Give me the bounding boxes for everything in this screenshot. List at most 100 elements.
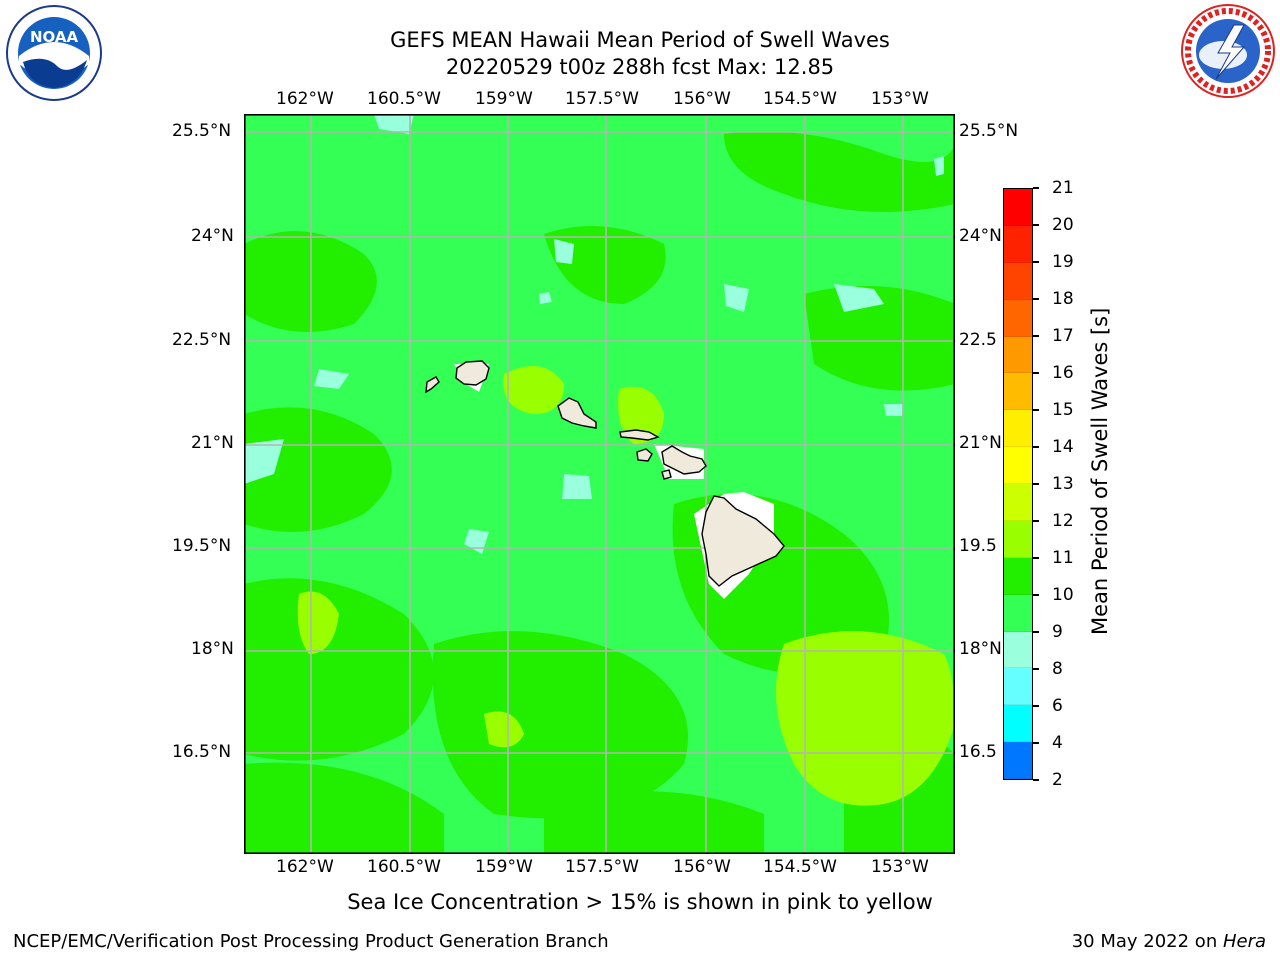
colorbar-ticks: 21 20 19 18 17 16 15 14 13 12 11 10 9 8 6 4 2 — [1033, 178, 1083, 790]
colorbar-tick-label: 9 — [1052, 622, 1063, 642]
colorbar-tick-mark — [1033, 668, 1039, 670]
colorbar-tick-mark — [1033, 446, 1039, 448]
lat-tick-left: 16.5°N — [172, 742, 232, 762]
footer-credit: NCEP/EMC/Verification Post Processing Pr… — [13, 931, 609, 952]
lon-tick-bottom: 159°W — [475, 857, 533, 877]
colorbar-tick-mark — [1033, 631, 1039, 633]
lat-tick-left: 25.5°N — [172, 121, 232, 141]
lon-tick-bottom: 154.5°W — [763, 857, 837, 877]
island-molokai — [619, 429, 660, 441]
map-panel — [244, 114, 955, 854]
colorbar-tick-label: 10 — [1052, 585, 1074, 605]
island-kauai — [455, 360, 490, 386]
colorbar-swatch — [1004, 484, 1032, 521]
lon-tick-top: 162°W — [276, 89, 334, 109]
footer-host: Hera — [1222, 931, 1266, 952]
island-niihau — [425, 376, 440, 394]
colorbar-swatch — [1004, 299, 1032, 337]
map-border — [244, 114, 955, 854]
colorbar-swatch — [1004, 373, 1032, 411]
colorbar-tick-mark — [1033, 705, 1039, 707]
colorbar-tick-label: 12 — [1052, 511, 1074, 531]
map-grid — [244, 114, 955, 854]
colorbar-tick-label: 2 — [1052, 770, 1063, 790]
colorbar-tick-label: 21 — [1052, 178, 1074, 198]
lon-tick-bottom: 156°W — [673, 857, 731, 877]
lon-tick-bottom: 157.5°W — [565, 857, 639, 877]
colorbar-swatch — [1004, 557, 1032, 595]
lon-tick-bottom: 162°W — [276, 857, 334, 877]
island-kahoolawe — [661, 469, 672, 480]
footer-date-text: 30 May 2022 on — [1071, 931, 1223, 952]
colorbar-tick-mark — [1033, 742, 1039, 744]
lat-tick-left: 18°N — [191, 639, 234, 659]
lat-tick-left: 19.5°N — [172, 536, 232, 556]
island-hawaii — [701, 495, 785, 587]
colorbar-label: Mean Period of Swell Waves [s] — [1088, 307, 1112, 635]
colorbar-tick-mark — [1033, 261, 1039, 263]
swell-period-map — [244, 114, 955, 854]
national-weather-service-logo — [1181, 4, 1275, 98]
lat-tick-left: 24°N — [191, 226, 234, 246]
island-maui — [661, 445, 707, 475]
colorbar-tick-label: 4 — [1052, 733, 1063, 753]
colorbar-tick-mark — [1033, 594, 1039, 596]
colorbar-tick-mark — [1033, 224, 1039, 226]
colorbar-tick-label: 16 — [1052, 363, 1074, 383]
lon-tick-bottom: 160.5°W — [367, 857, 441, 877]
colorbar-tick-label: 6 — [1052, 696, 1063, 716]
colorbar-swatch — [1004, 705, 1032, 743]
lat-tick-left: 21°N — [191, 433, 234, 453]
footer-date: 30 May 2022 on Hera — [1072, 931, 1266, 952]
period-9-10-regions — [244, 114, 944, 554]
colorbar-tick-mark — [1033, 779, 1039, 781]
colorbar-tick-mark — [1033, 557, 1039, 559]
noaa-logo: NOAA — [6, 5, 102, 101]
lon-tick-top: 157.5°W — [565, 89, 639, 109]
colorbar-swatch — [1004, 594, 1032, 632]
colorbar — [1003, 188, 1033, 780]
lon-tick-top: 153°W — [871, 89, 929, 109]
lat-tick-right: 16.5 — [959, 742, 997, 762]
colorbar-swatch — [1004, 742, 1032, 779]
lat-tick-right: 22.5 — [959, 330, 997, 350]
lon-tick-top: 160.5°W — [367, 89, 441, 109]
hawaiian-islands — [425, 360, 785, 587]
colorbar-tick-label: 18 — [1052, 289, 1074, 309]
colorbar-tick-label: 13 — [1052, 474, 1074, 494]
lat-tick-right: 18°N — [959, 639, 1002, 659]
island-lanai — [636, 448, 653, 462]
lon-tick-top: 159°W — [475, 89, 533, 109]
map-subtitle: 20220529 t00z 288h fcst Max: 12.85 — [445, 55, 835, 79]
colorbar-swatch — [1004, 410, 1032, 448]
colorbar-tick-label: 11 — [1052, 548, 1074, 568]
colorbar-tick-label: 17 — [1052, 326, 1074, 346]
colorbar-swatch — [1004, 447, 1032, 484]
colorbar-swatch — [1004, 668, 1032, 706]
colorbar-tick-mark — [1033, 409, 1039, 411]
svg-text:NOAA: NOAA — [30, 28, 79, 46]
lat-tick-right: 25.5°N — [959, 121, 1019, 141]
map-title: GEFS MEAN Hawaii Mean Period of Swell Wa… — [390, 28, 890, 52]
lon-tick-bottom: 153°W — [871, 857, 929, 877]
lat-tick-right: 19.5 — [959, 536, 997, 556]
colorbar-tick-label: 15 — [1052, 400, 1074, 420]
colorbar-tick-mark — [1033, 187, 1039, 189]
colorbar-tick-label: 19 — [1052, 252, 1074, 272]
colorbar-swatch — [1004, 520, 1032, 558]
colorbar-tick-mark — [1033, 520, 1039, 522]
lat-tick-right: 24°N — [959, 226, 1002, 246]
colorbar-tick-label: 8 — [1052, 659, 1063, 679]
colorbar-swatch — [1004, 189, 1032, 226]
colorbar-swatch — [1004, 336, 1032, 374]
colorbar-tick-mark — [1033, 372, 1039, 374]
colorbar-tick-label: 14 — [1052, 437, 1074, 457]
colorbar-tick-mark — [1033, 335, 1039, 337]
colorbar-tick-mark — [1033, 298, 1039, 300]
lat-tick-left: 22.5°N — [172, 330, 232, 350]
colorbar-swatch — [1004, 225, 1032, 263]
colorbar-swatch — [1004, 631, 1032, 669]
lon-tick-top: 154.5°W — [763, 89, 837, 109]
lon-tick-top: 156°W — [673, 89, 731, 109]
sea-ice-caption: Sea Ice Concentration > 15% is shown in … — [347, 890, 933, 914]
